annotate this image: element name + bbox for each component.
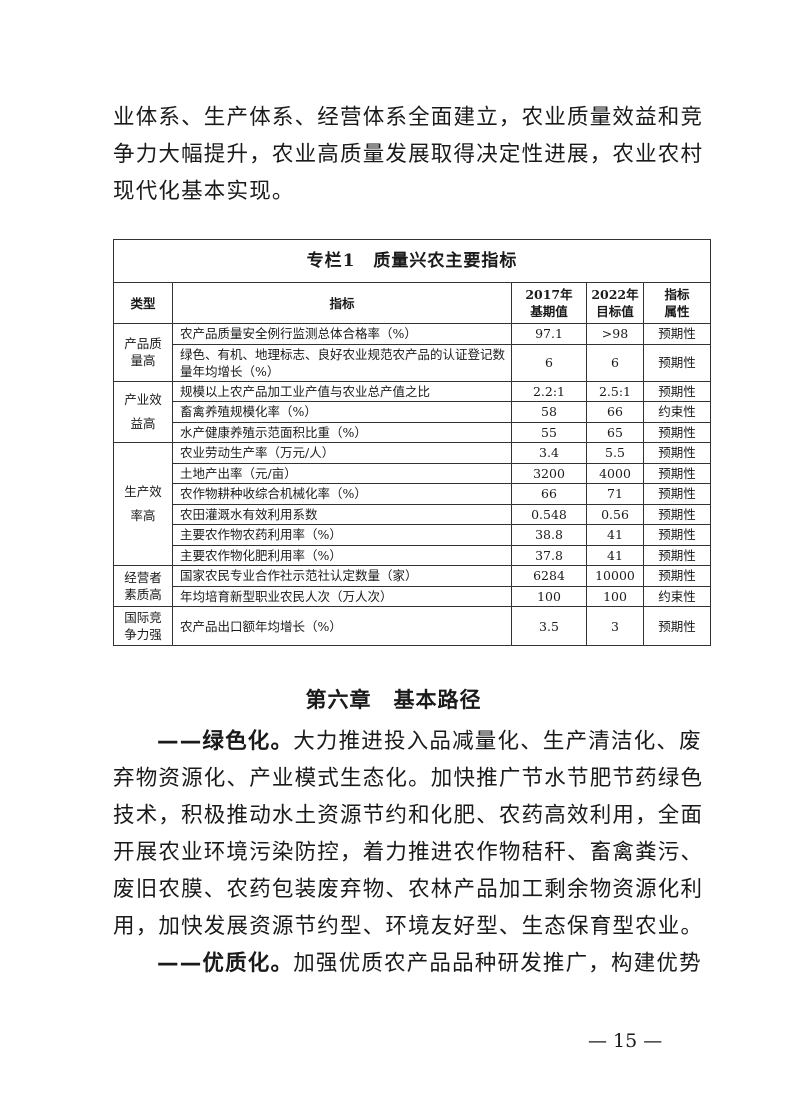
attribute-cell: 预期性 (643, 462, 711, 484)
attribute-cell: 预期性 (643, 544, 711, 566)
attribute-cell: 预期性 (643, 606, 711, 646)
attribute-cell: 预期性 (643, 442, 711, 464)
intro-paragraph: 业体系、生产体系、经营体系全面建立，农业质量效益和竞争力大幅提升，农业高质量发展… (113, 105, 704, 204)
base-value-cell: 2.2:1 (511, 380, 587, 402)
base-value-cell: 6284 (511, 565, 587, 587)
type-cell: 产品质 量高 (113, 323, 173, 382)
base-value-cell: 37.8 (511, 544, 587, 566)
header-base: 2017年 基期值 (511, 282, 587, 324)
attribute-cell: 预期性 (643, 524, 711, 546)
base-value-cell: 3.5 (511, 606, 587, 646)
base-value-cell: 38.8 (511, 524, 587, 546)
indicator-cell: 年均培育新型职业农民人次（万人次） (172, 585, 512, 607)
page-number: — 15 — (588, 1030, 663, 1052)
base-value-cell: 97.1 (511, 323, 587, 345)
indicator-cell: 主要农作物化肥利用率（%） (172, 544, 512, 566)
target-value-cell: 4000 (586, 462, 644, 484)
table-row: 经营者 素质高 国家农民专业合作社示范社认定数量（家） 6284 10000 预期性 (113, 565, 711, 607)
paragraph-quality: ——优质化。加强优质农产品品种研发推广，构建优势 (157, 951, 702, 976)
table-row: 国际竞 争力强 农产品出口额年均增长（%） 3.5 3 预期性 (113, 606, 711, 646)
indicator-cell: 农田灌溉水有效利用系数 (172, 503, 512, 525)
indicator-cell: 农业劳动生产率（万元/人） (172, 442, 512, 464)
attribute-cell: 预期性 (643, 503, 711, 525)
header-target: 2022年 目标值 (586, 282, 644, 324)
base-value-cell: 55 (511, 421, 587, 443)
table-row: 主要农作物化肥利用率（%） 37.8 41 预期性 (114, 544, 711, 566)
table-row: 主要农作物农药利用率（%） 38.8 41 预期性 (114, 524, 711, 546)
table-row: 绿色、有机、地理标志、良好农业规范农产品的认证登记数量年均增长（%） 6 6 预期性 (114, 343, 711, 382)
indicator-cell: 土地产出率（元/亩） (172, 462, 512, 484)
table-row: 畜禽养殖规模化率（%） 58 66 约束性 (114, 401, 711, 423)
table-row: 生产效 率高 农业劳动生产率（万元/人） 3.4 5.5 预期性 (113, 442, 711, 566)
header-type: 类型 (113, 282, 173, 324)
base-value-cell: 0.548 (511, 503, 587, 525)
base-value-cell: 6 (511, 343, 587, 382)
target-value-cell: 71 (586, 483, 644, 505)
indicator-cell: 农产品质量安全例行监测总体合格率（%） (172, 323, 512, 345)
target-value-cell: 65 (586, 421, 644, 443)
base-value-cell: 66 (511, 483, 587, 505)
attribute-cell: 预期性 (643, 323, 711, 345)
header-attr: 指标 属性 (643, 282, 711, 324)
paragraph-green: ——绿色化。大力推进投入品减量化、生产清洁化、废弃物资源化、产业模式生态化。加快… (113, 729, 704, 939)
indicator-cell: 绿色、有机、地理标志、良好农业规范农产品的认证登记数量年均增长（%） (172, 343, 512, 382)
indicator-table: 专栏1 质量兴农主要指标 类型 指标 2017年 基期值 2022年 目标值 指标属… (113, 239, 711, 646)
target-value-cell: 3 (586, 606, 644, 646)
target-value-cell: 100 (586, 585, 644, 607)
base-value-cell: 3200 (511, 462, 587, 484)
table-row: 水产健康养殖示范面积比重（%） 55 65 预期性 (114, 421, 711, 443)
table-row: 农作物耕种收综合机械化率（%） 66 71 预期性 (114, 483, 711, 505)
type-cell: 国际竞 争力强 (113, 606, 173, 646)
target-value-cell: 6 (586, 343, 644, 382)
table-row: 产品质 量高 农产品质量安全例行监测总体合格率（%） 97.1 >98 预期性 (113, 323, 711, 382)
indicator-cell: 国家农民专业合作社示范社认定数量（家） (172, 565, 512, 587)
table-header-row: 类型 指标 2017年 基期值 2022年 目标值 指标 属性 (113, 282, 711, 324)
table-row: 农田灌溉水有效利用系数 0.548 0.56 预期性 (114, 503, 711, 525)
target-value-cell: 41 (586, 524, 644, 546)
indicator-cell: 规模以上农产品加工业产值与农业总产值之比 (172, 380, 512, 402)
target-value-cell: 66 (586, 401, 644, 423)
attribute-cell: 约束性 (643, 585, 711, 607)
target-value-cell: 41 (586, 544, 644, 566)
indicator-cell: 农作物耕种收综合机械化率（%） (172, 483, 512, 505)
indicator-cell: 农产品出口额年均增长（%） (172, 606, 512, 646)
table-title: 专栏1 质量兴农主要指标 (113, 239, 711, 283)
type-cell: 生产效 率高 (113, 442, 173, 566)
table-row: 产业效 益高 规模以上农产品加工业产值与农业总产值之比 2.2:1 2.5:1 预期性 (113, 380, 711, 443)
target-value-cell: 10000 (586, 565, 644, 587)
header-indicator: 指标 (172, 282, 512, 324)
table-row: 土地产出率（元/亩） 3200 4000 预期性 (114, 462, 711, 484)
attribute-cell: 预期性 (643, 421, 711, 443)
type-cell: 产业效 益高 (113, 380, 173, 443)
attribute-cell: 预期性 (643, 483, 711, 505)
target-value-cell: 0.56 (586, 503, 644, 525)
indicator-cell: 水产健康养殖示范面积比重（%） (172, 421, 512, 443)
base-value-cell: 100 (511, 585, 587, 607)
type-cell: 经营者 素质高 (113, 565, 173, 607)
table-row: 年均培育新型职业农民人次（万人次） 100 100 约束性 (114, 585, 711, 607)
base-value-cell: 58 (511, 401, 587, 423)
attribute-cell: 约束性 (643, 401, 711, 423)
body-text: ——绿色化。大力推进投入品减量化、生产清洁化、废弃物资源化、产业模式生态化。加快… (113, 723, 713, 982)
attribute-cell: 预期性 (643, 380, 711, 402)
base-value-cell: 3.4 (511, 442, 587, 464)
indicator-cell: 主要农作物农药利用率（%） (172, 524, 512, 546)
attribute-cell: 预期性 (643, 343, 711, 382)
target-value-cell: >98 (586, 323, 644, 345)
attribute-cell: 预期性 (643, 565, 711, 587)
indicator-cell: 畜禽养殖规模化率（%） (172, 401, 512, 423)
target-value-cell: 5.5 (586, 442, 644, 464)
chapter-title: 第六章 基本路径 (305, 688, 482, 712)
target-value-cell: 2.5:1 (586, 380, 644, 402)
